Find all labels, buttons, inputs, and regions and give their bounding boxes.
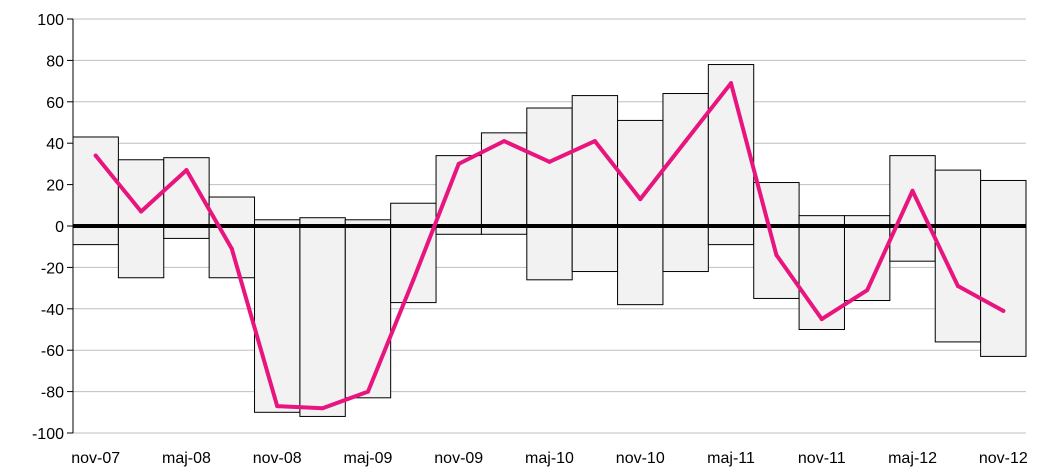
range-bar (526, 107, 573, 281)
x-tick-label: maj-08 (162, 450, 211, 467)
series-point (547, 159, 552, 164)
range-bar (390, 202, 437, 304)
y-axis-tick-labels: 100 80 60 40 20 0 -20 -40 -60 -80 -100 (32, 12, 64, 443)
x-tick-label: nov-11 (798, 450, 846, 467)
x-axis-tick-labels: nov-07 maj-08 nov-08 maj-09 nov-09 maj-10 nov-… (71, 450, 1028, 467)
range-bar (798, 215, 845, 330)
series-point (365, 389, 370, 394)
y-tick-label: 0 (55, 219, 64, 236)
range-bar (299, 217, 346, 417)
series-point (910, 188, 915, 193)
series-point (638, 197, 643, 202)
range-bar (707, 64, 755, 246)
x-tick-label: nov-09 (434, 450, 483, 467)
range-bar (571, 95, 619, 273)
range-bars (72, 64, 1027, 417)
series-line (93, 81, 1006, 411)
x-tick-label: nov-10 (616, 450, 665, 467)
y-tick-label: 100 (37, 12, 64, 29)
x-tick-label: maj-09 (344, 450, 393, 467)
series-point (275, 404, 280, 409)
y-tick-label: 40 (46, 136, 64, 153)
range-bar (117, 159, 165, 279)
series-point (683, 139, 688, 144)
range-bar (980, 179, 1027, 357)
x-tick-label: nov-12 (979, 450, 1028, 467)
y-tick-label: -60 (41, 343, 64, 360)
y-tick-label: 60 (46, 95, 64, 112)
range-bar (617, 119, 664, 306)
range-bar (72, 136, 119, 246)
series-point (592, 139, 597, 144)
y-tick-label: -100 (32, 426, 64, 443)
range-bar (344, 219, 392, 399)
series-point (320, 406, 325, 411)
range-bar (208, 196, 256, 279)
series-point (955, 284, 960, 289)
x-tick-label: maj-11 (707, 450, 755, 467)
x-tick-label: maj-10 (525, 450, 574, 467)
y-tick-label: -20 (41, 260, 64, 277)
series-point (729, 81, 734, 86)
y-tick-label: -80 (41, 385, 64, 402)
series-point (456, 161, 461, 166)
series-point (774, 252, 779, 257)
x-tick-label: nov-08 (253, 450, 302, 467)
x-tick-label: nov-07 (71, 450, 120, 467)
y-tick-label: 80 (46, 53, 64, 70)
y-tick-label: -40 (41, 302, 64, 319)
x-tick-label: maj-12 (888, 450, 937, 467)
series-point (865, 288, 870, 293)
range-bar (889, 155, 936, 262)
series-point (502, 139, 507, 144)
series-point (819, 317, 824, 322)
series-point (229, 246, 234, 251)
range-bar (254, 219, 301, 413)
axes (67, 18, 1026, 434)
series-point (93, 153, 98, 158)
series-point (1001, 308, 1006, 313)
series-point (184, 168, 189, 173)
series-point (139, 209, 144, 214)
series-point (411, 277, 416, 282)
y-tick-label: 20 (46, 178, 64, 195)
